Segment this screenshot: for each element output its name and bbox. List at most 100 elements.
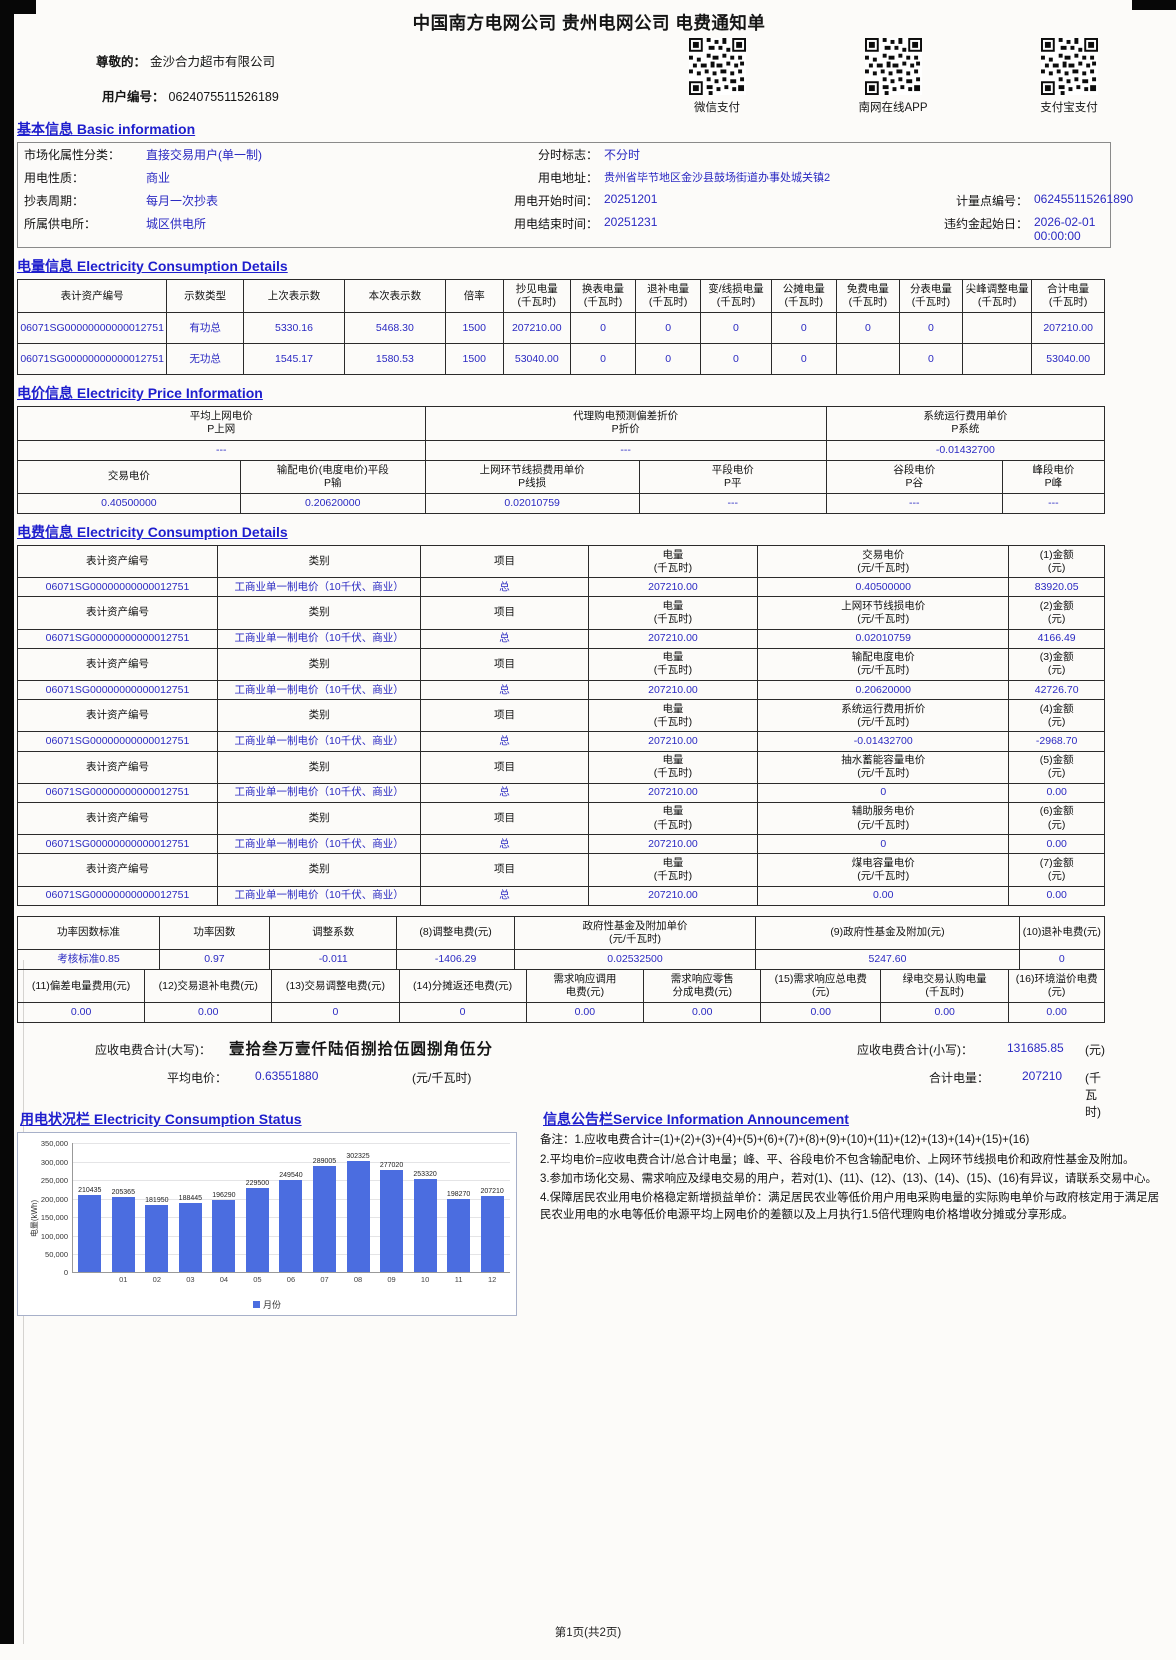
total-energy-value: 207210 — [1022, 1069, 1063, 1084]
value-cell: 0.02010759 — [757, 628, 1010, 649]
field-value: 062455115261890 — [1034, 192, 1134, 206]
field-value: 2026-02-01 00:00:00 — [1034, 215, 1096, 243]
value-cell: --- — [424, 439, 827, 461]
header-cell: 表计资产编号 — [17, 853, 218, 887]
greeting-label: 尊敬的： — [96, 55, 147, 69]
avg-price-label: 平均电价： — [167, 1071, 228, 1086]
bar-column: 188445 03 — [177, 1195, 203, 1284]
bar-value-label: 205365 — [111, 1188, 135, 1196]
header-cell: (9)政府性基金及附加(元) — [755, 915, 1020, 950]
header-cell: (14)分摊返还电费(元) — [398, 968, 527, 1004]
header-cell: 电量 (千瓦时) — [587, 801, 759, 836]
table-header-row: 表计资产编号 示数类型 上次表示数 本次表示数 倍率 抄见电量 (千瓦时) 换表电量 (千瓦… — [16, 278, 1105, 314]
value-cell: 0.00 — [880, 1002, 1010, 1024]
header-cell: 输配电度电价 (元/千瓦时) — [757, 647, 1010, 682]
field-label: 抄表周期： — [24, 194, 85, 208]
header-cell: 交易电价 (元/千瓦时) — [757, 544, 1010, 579]
value-cell: 0.00 — [1008, 782, 1105, 803]
value-cell: 5330.16 — [243, 312, 345, 345]
payment-qr-strip: 微信支付 南网在线APP 支付宝支付 — [662, 38, 1124, 115]
bar — [212, 1200, 236, 1273]
value-cell: 5468.30 — [343, 312, 446, 345]
field-value: 直接交易用户(单一制) — [146, 148, 262, 162]
value-cell: -1406.29 — [396, 948, 515, 971]
header-cell: 类别 — [216, 596, 422, 630]
basic-info-grid: 市场化属性分类： 直接交易用户(单一制) 分时标志： 不分时 用电性质： 商业 … — [24, 146, 1133, 243]
y-tick-label: 150,000 — [40, 1213, 68, 1223]
value-cell: 0.00 — [643, 1002, 762, 1024]
table-row: 06071SG00000000000012751 工商业单一制电价（10千伏、商业… — [17, 577, 1105, 598]
x-tick-label: 11 — [454, 1275, 463, 1285]
value-cell: 06071SG00000000000012751 — [17, 885, 218, 906]
header-cell: (7)金额 (元) — [1008, 853, 1105, 887]
consumption-status-column: 用电状况栏 Electricity Consumption Status 电量(… — [17, 1101, 522, 1317]
header-cell: 电量 (千瓦时) — [587, 647, 759, 682]
value-cell: 0 — [398, 1002, 527, 1024]
value-cell: --- — [825, 492, 1003, 515]
bar-column: 289005 07 — [311, 1158, 337, 1285]
value-cell: 207210.00 — [587, 628, 759, 649]
announcement-note: 4.保障居民农业用电价格稳定新增损益单价：满足居民农业等低价用户用电采购电量的实… — [540, 1192, 1160, 1222]
value-cell — [961, 343, 1033, 376]
header-cell: (6)金额 (元) — [1008, 801, 1105, 836]
value-cell: 0 — [700, 312, 772, 345]
bar-value-label: 198270 — [446, 1191, 471, 1199]
table: 表计资产编号 类别 项目 电量 (千瓦时) 交易电价 (元/千瓦时) (1)金额 (元) 0… — [17, 544, 1105, 906]
value-cell: 总 — [420, 782, 589, 803]
x-tick-label: 09 — [387, 1275, 396, 1285]
value-cell: 工商业单一制电价（10千伏、商业） — [216, 782, 422, 803]
header-cell: 输配电价(电度电价)平段 P输 — [239, 459, 426, 494]
section-title-announcement: 信息公告栏Service Information Announcement — [543, 1111, 849, 1128]
table-row: 06071SG00000000000012751 工商业单一制电价（10千伏、商业… — [17, 628, 1105, 649]
value-cell: 工商业单一制电价（10千伏、商业） — [216, 577, 422, 598]
value-cell: 0 — [1018, 948, 1106, 971]
header-cell: (10)退补电费(元) — [1018, 915, 1106, 950]
header-cell: (11)偏差电量费用(元) — [16, 968, 146, 1004]
bar — [111, 1196, 135, 1273]
header-cell: 类别 — [216, 750, 422, 784]
value-cell: 0 — [898, 343, 963, 376]
field-value: 20251231 — [604, 215, 658, 229]
value-cell: 总 — [420, 885, 589, 906]
bar-value-label: 253320 — [413, 1171, 437, 1179]
bar-value-label: 249540 — [279, 1172, 303, 1180]
value-cell: --- — [1001, 492, 1106, 515]
header-cell: 调整系数 — [268, 915, 398, 950]
value-cell: 207210.00 — [587, 885, 759, 906]
gridline — [72, 1161, 510, 1163]
y-tick-label: 300,000 — [40, 1157, 68, 1167]
field-value: 每月一次抄表 — [146, 194, 219, 208]
bar-value-label: 229500 — [245, 1179, 270, 1187]
section-title-basic: 基本信息 Basic information — [17, 121, 196, 137]
value-cell: 06071SG00000000000012751 — [17, 731, 218, 752]
section-title-price: 电价信息 Electricity Price Information — [17, 385, 263, 402]
value-cell: 考核标准0.85 — [17, 948, 160, 971]
x-tick-label: 05 — [253, 1275, 262, 1285]
header-cell: 项目 — [420, 853, 589, 887]
x-tick-label: 03 — [186, 1275, 195, 1285]
value-cell: 06071SG00000000000012751 — [17, 628, 218, 649]
bar-column: 196290 04 — [211, 1192, 237, 1284]
x-tick-label: 12 — [487, 1275, 497, 1285]
announcement-note: 2.平均电价=应收电费合计/总合计电量；峰、平、谷段电价不包含输配电价、上网环节… — [540, 1153, 1135, 1166]
value-cell: 207210.00 — [587, 782, 759, 803]
fee-items-table: (11)偏差电量费用(元) (12)交易退补电费(元) (13)交易调整电费(元)(… — [16, 968, 1105, 1024]
header-cell: 换表电量 (千瓦时) — [569, 278, 637, 314]
summary-row-1: 应收电费合计(大写)： 壹拾叁万壹仟陆佰捌拾伍圆捌角伍分 应收电费合计(小写)：… — [17, 1035, 1105, 1065]
wechat-pay-label: 微信支付 — [694, 102, 740, 114]
value-cell: 06071SG00000000000012751 — [17, 782, 218, 803]
value-cell: 0.00 — [16, 1002, 146, 1024]
value-cell: 1580.53 — [343, 343, 446, 376]
x-tick-label: 07 — [320, 1275, 329, 1285]
bar — [480, 1196, 504, 1273]
header-cell: (5)金额 (元) — [1008, 750, 1105, 784]
announcement-note: 备注：1.应收电费合计=(1)+(2)+(3)+(4)+(5)+(6)+(7)+… — [540, 1134, 1030, 1147]
field-label: 所属供电所： — [24, 217, 97, 231]
value-cell: 总 — [420, 834, 589, 855]
avg-price-unit: (元/千瓦时) — [412, 1071, 472, 1086]
user-number-row: 用户编号： 0624075511526189 — [102, 86, 1164, 105]
header-cell: 公摊电量 (千瓦时) — [770, 278, 837, 314]
value-cell: 4166.49 — [1008, 628, 1105, 649]
value-cell: 0.00 — [760, 1002, 882, 1024]
header-cell: 辅助服务电价 (元/千瓦时) — [757, 801, 1010, 836]
